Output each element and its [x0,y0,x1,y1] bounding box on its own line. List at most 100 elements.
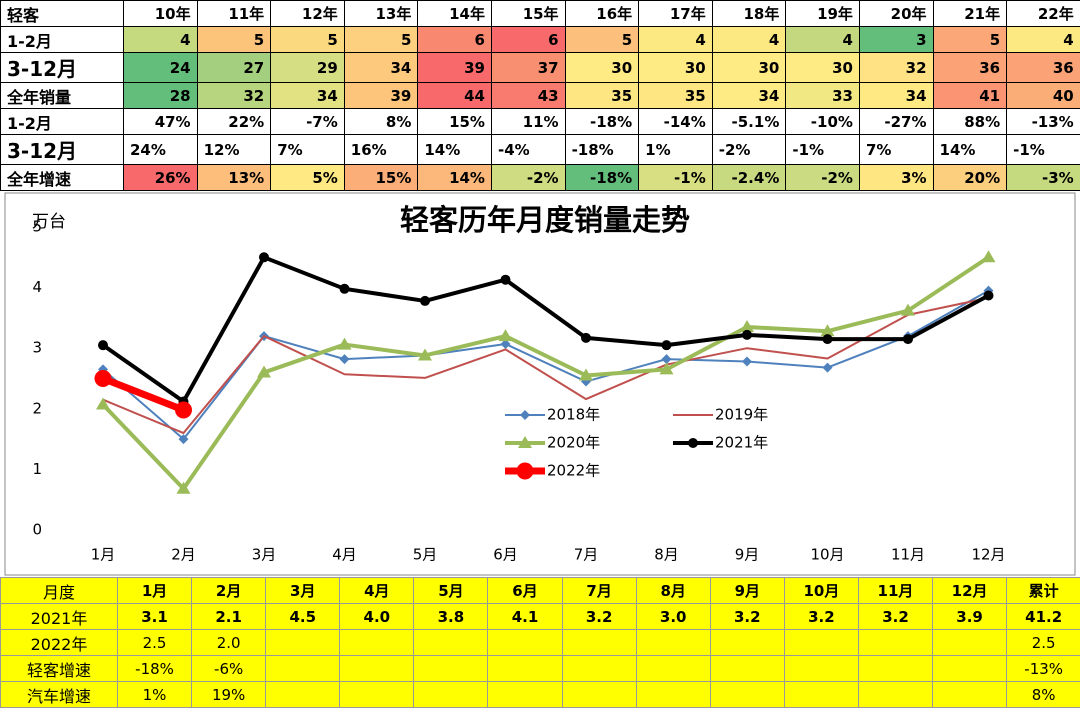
header-cell: 10年 [123,0,198,27]
cell: 2.1 [191,603,267,630]
point [498,329,513,342]
cell [561,655,637,682]
cell: 32 [858,52,934,83]
x-tick-label: 8月 [654,546,679,564]
cell: 6 [490,26,566,53]
cell: -10% [785,108,860,135]
row: 3-12月 24% 12% 7% 16% 14% -4% -18% 1% -2% -1% 7% 14% -… [0,134,1080,165]
cell: -18% [116,655,193,682]
x-tick-label: 4月 [332,546,357,564]
row-label: 3-12月 [0,134,124,165]
cell: 36 [932,52,1008,83]
header-cell: 6月 [487,577,563,604]
cell: -27% [858,108,934,135]
cell: 14% [417,164,492,191]
cell [265,681,341,708]
cell: -2% [490,164,566,191]
cell: -1% [1006,134,1080,165]
y-tick-label: 3 [32,339,42,357]
row-label: 2021年 [0,603,118,630]
y-axis-label: 万台 [32,212,66,232]
cell: 4.0 [339,603,415,630]
series-line [101,255,990,491]
cell [487,681,563,708]
row-label: 3-12月 [0,52,124,83]
cell: 43 [490,82,566,109]
cell: 3.2 [857,603,934,630]
point [579,368,593,381]
header-cell: 18年 [711,0,787,27]
cell: 3.2 [561,603,637,630]
chart-frame [4,192,1076,576]
cell: 47% [123,108,198,135]
row-label: 全年销量 [0,82,124,109]
cell: -7% [270,108,345,135]
cell: 1% [116,681,193,708]
header-cell: 10月 [783,577,859,604]
cell: 5% [270,164,345,191]
header-cell: 累计 [1006,577,1080,604]
cell: 30 [711,52,787,83]
cell: 88% [932,108,1008,135]
cell [561,629,637,656]
point [500,274,511,285]
x-tick-label: 9月 [735,546,760,564]
cell: -18% [564,134,640,165]
cell: 2.0 [191,629,267,656]
header-cell: 16年 [564,0,640,27]
cell: 5 [564,26,640,53]
cell: 3.2 [709,603,785,630]
row: 2021年 3.1 2.1 4.5 4.0 3.8 4.1 3.2 3.0 3.2 3.2 3.2 3.… [0,603,1080,630]
header-cell: 9月 [709,577,785,604]
cell: 44 [417,82,492,109]
cell [339,681,415,708]
row-label: 汽车增速 [0,681,118,708]
cell: 40 [1006,82,1080,109]
cell: 4 [1006,26,1080,53]
row: 汽车增速 1% 19% 8% [0,681,1080,708]
row: 2022年 2.5 2.0 2.5 [0,629,1080,656]
cell [487,655,563,682]
legend-marker [688,438,698,448]
cell: 5 [932,26,1008,53]
cell: 4.5 [265,603,341,630]
point [742,329,752,340]
cell: 3% [858,164,934,191]
cell: -1% [785,134,860,165]
cell [265,655,341,682]
cell: 28 [123,82,198,109]
cell: -4% [490,134,566,165]
header-row: 月度 1月 2月 3月 4月 5月 6月 7月 8月 9月 10月 11月 12月 累计 [0,577,1080,604]
legend-label: 2021年 [715,434,768,452]
cell: -2% [785,164,860,191]
cell [635,681,711,708]
cell [635,629,711,656]
cell: 24% [123,134,198,165]
legend-label: 2020年 [547,434,600,452]
header-cell: 12月 [932,577,1008,604]
row-label: 轻客增速 [0,655,118,682]
cell: 34 [343,52,419,83]
cell [857,655,934,682]
cell: 22% [196,108,272,135]
cell: -14% [638,108,713,135]
cell: 34 [858,82,934,109]
row: 全年销量 28 32 34 39 44 43 35 35 34 33 34 41 40 [0,82,1080,109]
chart-title: 轻客历年月度销量走势 [400,203,690,237]
y-tick-label: 5 [32,218,42,236]
cell: 39 [343,82,419,109]
cell: 7% [270,134,345,165]
header-cell: 5月 [413,577,489,604]
row-label: 2022年 [0,629,118,656]
header-cell: 21年 [932,0,1008,27]
row-label: 全年增速 [0,164,124,191]
point [175,401,192,419]
x-tick-label: 6月 [493,546,518,564]
x-tick-label: 7月 [574,546,599,564]
legend-marker [516,462,534,480]
cell [413,655,489,682]
point [581,332,591,343]
cell: -6% [191,655,267,682]
point [661,340,672,351]
cell: 4.1 [487,603,563,630]
